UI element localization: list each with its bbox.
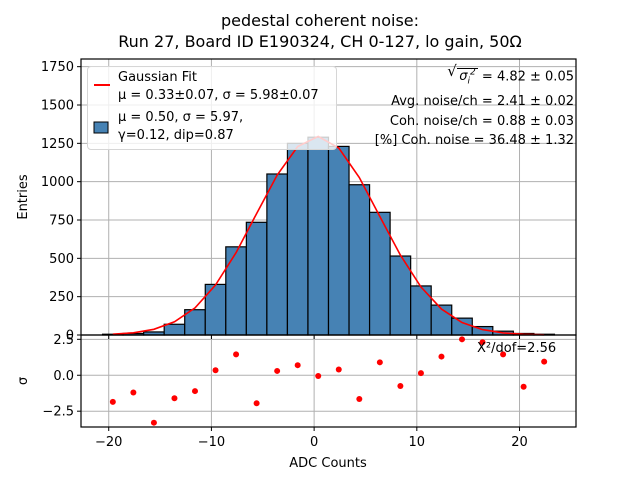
residual-point: [274, 367, 281, 374]
residual-point: [356, 395, 363, 402]
legend-hist-params-2: γ=0.12, dip=0.87: [118, 128, 234, 143]
x-ticks: −20 −10 0 10 20: [95, 335, 528, 450]
legend-hist-params-1: μ = 0.50, σ = 5.97,: [118, 110, 244, 125]
title-line-1: pedestal coherent noise:: [220, 11, 420, 30]
sqrt-sigma-symbol: √ σi2: [447, 62, 478, 87]
legend-fit-swatch: [94, 84, 110, 86]
x-tick-label: 0: [310, 435, 318, 450]
top-y-tick-label: 750: [49, 214, 74, 229]
residual-point: [233, 351, 240, 358]
stat-coh-noise: Coh. noise/ch = 0.88 ± 0.03: [389, 113, 574, 129]
top-y-tick-label: 500: [49, 252, 74, 267]
residual-point: [212, 367, 219, 374]
noise-stats-box: √ σi2 = 4.82 ± 0.05 Avg. noise/ch = 2.41 …: [374, 62, 574, 151]
histogram-bar: [286, 142, 309, 336]
bottom-y-tick-label: 0.0: [53, 369, 74, 384]
x-tick-label: −10: [198, 435, 225, 450]
legend-fit-params: μ = 0.33±0.07, σ = 5.98±0.07: [118, 88, 319, 103]
histogram-bar: [266, 173, 289, 336]
bottom-panel-frame: [80, 334, 577, 428]
residual-point: [397, 383, 404, 390]
bottom-y-ticks: −2.5 0.0 2.5: [42, 333, 81, 420]
residual-point: [315, 372, 322, 379]
residual-point: [191, 388, 198, 395]
legend-fit-label: Gaussian Fit: [118, 70, 198, 85]
top-y-tick-label: 0: [66, 329, 74, 344]
residual-point: [541, 358, 548, 365]
x-tick-label: 10: [409, 435, 426, 450]
residual-points: [109, 336, 548, 426]
histogram-bar: [307, 136, 330, 336]
histogram-bar: [410, 285, 432, 336]
histogram-bar: [245, 221, 268, 336]
histogram-bars: [101, 136, 556, 336]
bottom-panel-grid: [81, 335, 576, 427]
stat-coh-percent: [%] Coh. noise = 36.48 ± 1.32: [374, 133, 574, 149]
bottom-y-tick-label: 2.5: [53, 333, 74, 348]
top-y-tick-label: 1750: [41, 60, 74, 75]
x-axis-label: ADC Counts: [289, 456, 367, 471]
histogram-bar: [451, 317, 473, 336]
residual-point: [294, 362, 301, 369]
chi2-annotation: X²/dof=2.56: [477, 341, 557, 356]
histogram-bar: [225, 246, 247, 336]
chart-title: pedestal coherent noise: Run 27, Board I…: [0, 10, 640, 52]
y-axis-label-entries: Entries: [16, 174, 31, 220]
legend-hist-swatch: [93, 121, 109, 134]
residual-point: [417, 370, 424, 377]
residual-point: [438, 353, 445, 360]
y-axis-label-sigma: σ: [16, 377, 31, 385]
top-y-tick-label: 1000: [41, 175, 74, 190]
title-line-2: Run 27, Board ID E190324, CH 0-127, lo g…: [118, 32, 522, 51]
legend: Gaussian Fit μ = 0.33±0.07, σ = 5.98±0.0…: [87, 66, 337, 150]
residual-point: [459, 336, 466, 343]
stat-avg-noise: Avg. noise/ch = 2.41 ± 0.02: [391, 94, 574, 110]
residual-point: [500, 351, 507, 358]
residual-point: [479, 339, 486, 346]
x-tick-label: 20: [511, 435, 528, 450]
histogram-bar: [163, 323, 186, 336]
residual-point: [253, 400, 260, 407]
residual-point: [335, 366, 342, 373]
residual-point: [109, 398, 116, 405]
top-y-ticks: 0 250 500 750 1000 1250 1500 1750: [41, 60, 81, 344]
bottom-y-tick-label: −2.5: [42, 405, 74, 420]
histogram-bar: [348, 184, 371, 336]
residual-point: [150, 419, 157, 426]
residual-point: [130, 389, 137, 396]
residual-point: [520, 383, 527, 390]
top-y-tick-label: 250: [49, 290, 74, 305]
top-y-tick-label: 1500: [41, 99, 74, 114]
histogram-bar: [327, 145, 350, 336]
residual-point: [171, 395, 178, 402]
histogram-bar: [389, 255, 412, 336]
top-y-tick-label: 1250: [41, 137, 74, 152]
stat-sigma-squared: √ σi2 = 4.82 ± 0.05: [375, 62, 574, 92]
residual-point: [376, 359, 383, 366]
x-tick-label: −20: [95, 435, 122, 450]
